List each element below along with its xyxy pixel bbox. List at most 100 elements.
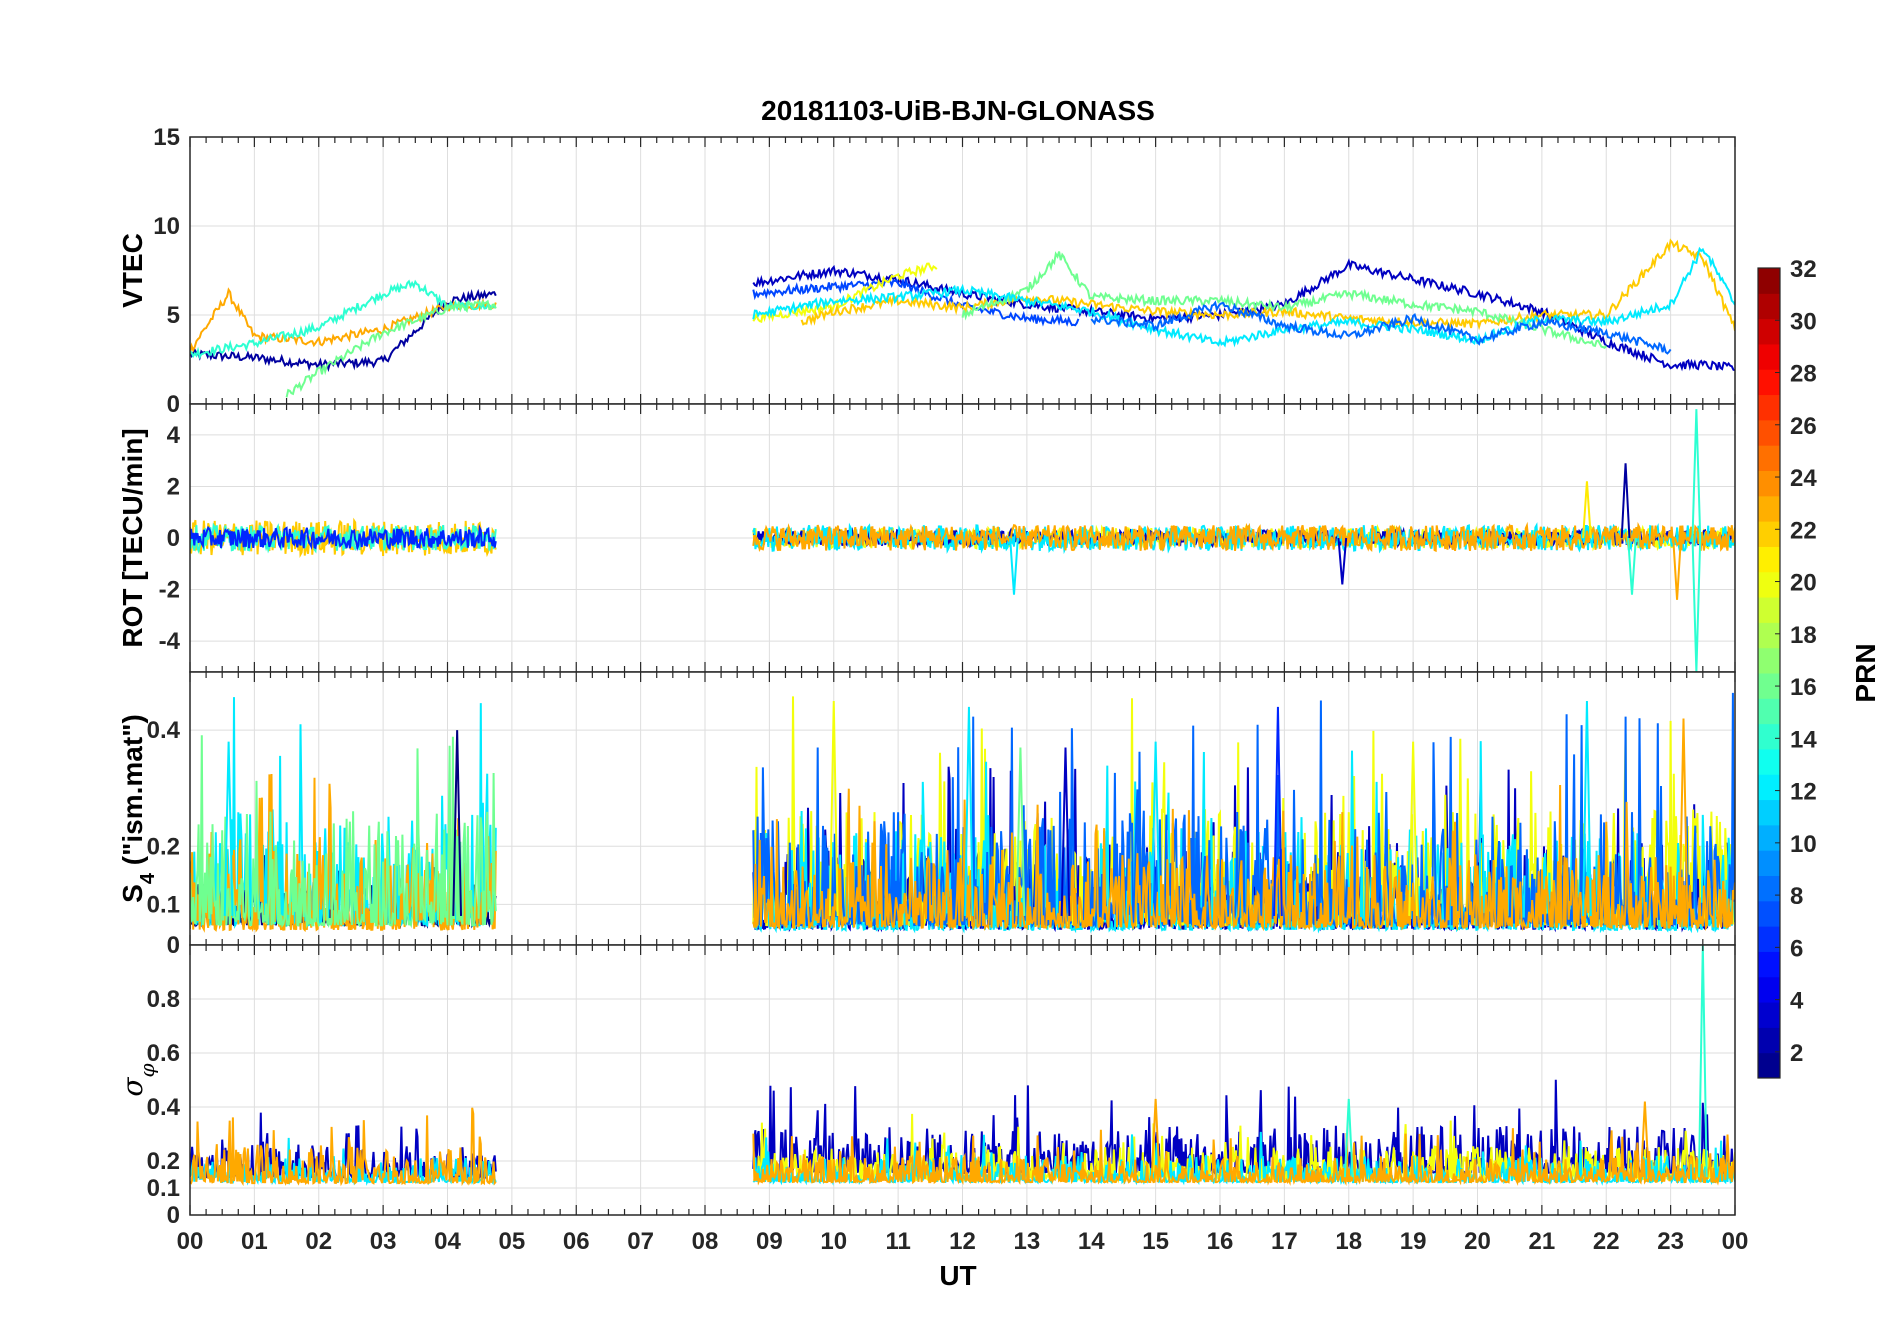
series-group [190,945,1735,1187]
x-tick-label: 02 [305,1228,332,1255]
colorbar-tick-label: 14 [1790,726,1817,753]
y-axis-label: σφ [116,1063,159,1096]
colorbar-swatch [1758,293,1780,320]
x-tick-label: 07 [627,1228,654,1255]
series-line-prn-22 [800,238,1735,331]
colorbar-tick-label: 28 [1790,361,1817,388]
x-tick-label: 01 [241,1228,268,1255]
x-tick-label: 09 [756,1228,783,1255]
colorbar-swatch [1758,951,1780,978]
panel-s4: 0.1 0.2 0.4 0 S4 ("ism.mat") [117,671,1736,959]
colorbar-swatch [1758,622,1780,649]
spike-mark [1640,1101,1650,1178]
colorbar-tick-label: 24 [1790,465,1817,492]
colorbar-swatch [1758,900,1780,927]
colorbar-tick-label: 18 [1790,622,1817,649]
x-axis: 00 01 02 03 04 05 06 07 08 09 10 11 12 13 14 15 16 17 18 19… [177,1228,1749,1255]
spike-mark [1273,706,1283,916]
spike-mark [828,701,839,916]
y-tick-label: 5 [167,302,180,329]
colorbar-tick-label: 26 [1790,413,1817,440]
colorbar-swatch [1758,571,1780,598]
series-line-prn-23 [752,784,1735,932]
colorbar-swatch [1758,698,1780,725]
x-tick-label: 16 [1207,1228,1234,1255]
series-group [190,238,1735,398]
panel-sigma: 00.10.2 0.4 0.6 0.8 σφ [116,944,1736,1229]
spike-mark [1009,537,1019,595]
colorbar-tick-label: 2 [1790,1040,1803,1067]
colorbar-tick-label: 22 [1790,517,1817,544]
colorbar-swatch [1758,799,1780,826]
colorbar-swatch [1758,343,1780,370]
spike-mark [1691,409,1702,539]
spike-mark [1582,481,1592,539]
y-axis-label: VTEC [117,233,148,308]
x-tick-label: 21 [1529,1228,1556,1255]
x-tick-label: 17 [1271,1228,1298,1255]
y-tick-label: 0 [167,525,180,552]
x-tick-label: 20 [1464,1228,1491,1255]
series-line-prn-12 [752,246,1735,348]
series-line-prn-7 [752,277,1080,327]
spike-mark [1015,747,1026,916]
spike-mark [1337,537,1348,585]
spike-mark [1678,718,1689,916]
x-tick-label: 15 [1142,1228,1169,1255]
y-tick-label: -4 [159,628,181,655]
y-tick-label: 0.2 [147,833,180,860]
x-tick-label: 18 [1335,1228,1362,1255]
series-line-prn-23 [190,1107,497,1187]
colorbar-swatch [1758,850,1780,876]
y-tick-label: 0.8 [147,986,180,1013]
colorbar-swatch [1758,394,1780,421]
chart-title: 20181103-UiB-BJN-GLONASS [761,95,1155,126]
colorbar-tick-label: 6 [1790,935,1803,962]
colorbar-swatch [1758,445,1780,471]
series-line-prn-8 [752,692,1735,929]
x-axis-label: UT [939,1260,976,1291]
x-tick-label: 13 [1014,1228,1041,1255]
series-line-prn-23 [752,1128,1735,1186]
colorbar-swatch [1758,1052,1780,1079]
x-tick-label: 14 [1078,1228,1105,1255]
colorbar-swatch [1758,521,1780,547]
y-tick-label: 0.1 [147,891,180,918]
colorbar-swatch [1758,597,1780,623]
y-tick-label: 0.4 [147,717,181,744]
spike-mark [1343,1098,1354,1178]
y-tick-label: 0.2 [147,1148,180,1175]
y-axis-label: ROT [TECU/min] [117,428,148,647]
colorbar-tick-label: 12 [1790,779,1817,806]
x-tick-label: 08 [692,1228,719,1255]
colorbar-swatch [1758,824,1780,851]
colorbar-frame [1757,267,1781,1079]
series-line-prn-20 [752,262,938,324]
colorbar-swatch [1758,723,1780,750]
y-tick-label: 0 [167,932,180,959]
spike-mark [1408,741,1418,916]
spike-mark [1691,537,1702,672]
colorbar-tick-label: 16 [1790,674,1817,701]
x-tick-label: 00 [1722,1228,1749,1255]
y-tick-label: 15 [153,124,180,151]
y-tick-label: 0.4 [147,1094,181,1121]
spike-mark [1620,463,1631,539]
series-line-prn-14 [190,522,497,554]
panel-rot: -4 -2 0 2 4 ROT [TECU/min] [117,403,1736,673]
colorbar-swatch [1758,774,1780,801]
x-tick-label: 05 [499,1228,526,1255]
colorbar-swatch [1758,673,1780,699]
spike-mark [1150,741,1161,916]
y-tick-label: -2 [159,577,180,604]
colorbar-swatch [1758,470,1780,497]
x-tick-label: 10 [820,1228,847,1255]
y-tick-label: 10 [153,213,180,240]
spike-mark [1697,945,1708,1178]
colorbar-tick-label: 32 [1790,256,1817,283]
colorbar-swatch [1758,1002,1780,1028]
spike-mark [223,741,234,916]
spike-mark [452,730,463,916]
